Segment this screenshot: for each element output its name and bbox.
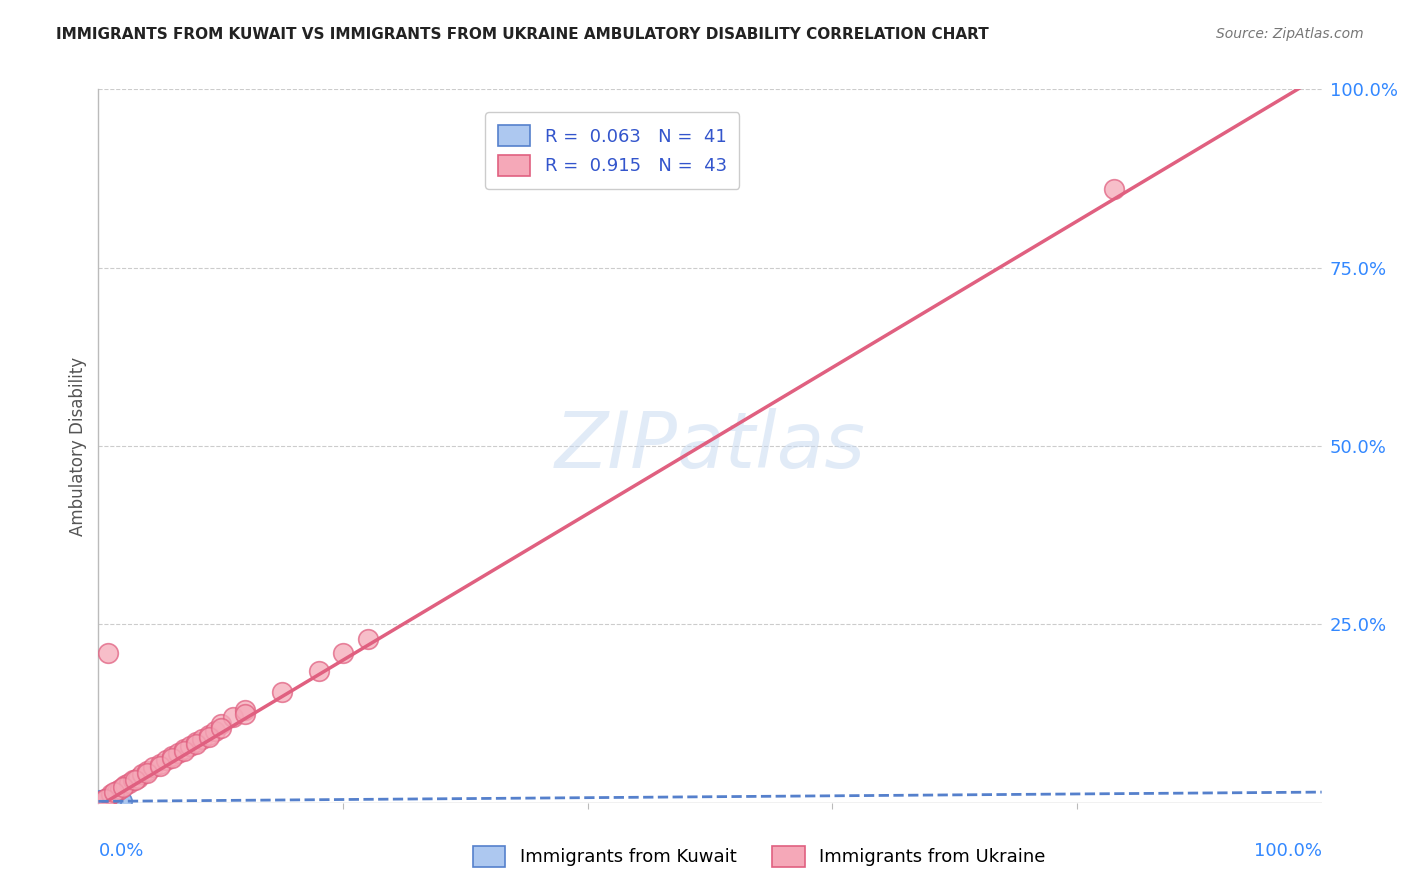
Point bbox=[91, 791, 114, 805]
Point bbox=[308, 664, 330, 678]
Point bbox=[89, 795, 111, 809]
Legend: R =  0.063   N =  41, R =  0.915   N =  43: R = 0.063 N = 41, R = 0.915 N = 43 bbox=[485, 112, 740, 188]
Point bbox=[108, 792, 131, 806]
Point bbox=[127, 771, 149, 785]
Text: Source: ZipAtlas.com: Source: ZipAtlas.com bbox=[1216, 27, 1364, 41]
Point bbox=[149, 756, 172, 771]
Point bbox=[173, 744, 195, 758]
Point bbox=[91, 794, 114, 808]
Point bbox=[107, 794, 129, 808]
Point bbox=[209, 721, 232, 735]
Point bbox=[149, 758, 172, 772]
Point bbox=[209, 717, 232, 731]
Point bbox=[93, 792, 115, 806]
Point bbox=[91, 794, 114, 808]
Point bbox=[233, 703, 256, 717]
Point bbox=[96, 794, 118, 808]
Point bbox=[197, 728, 219, 742]
Point bbox=[270, 685, 294, 699]
Point bbox=[136, 764, 159, 778]
Point bbox=[98, 794, 121, 808]
Point bbox=[110, 794, 132, 808]
Point bbox=[89, 792, 111, 806]
Point bbox=[104, 794, 127, 808]
Point bbox=[94, 794, 117, 808]
Point bbox=[173, 742, 195, 756]
Point bbox=[160, 751, 183, 765]
Point bbox=[101, 793, 124, 807]
Point bbox=[155, 753, 177, 767]
Point bbox=[136, 765, 159, 780]
Point bbox=[186, 737, 208, 751]
Point bbox=[97, 793, 120, 807]
Point bbox=[96, 792, 118, 806]
Point bbox=[197, 730, 219, 744]
Text: ZIPatlas: ZIPatlas bbox=[554, 408, 866, 484]
Point bbox=[191, 731, 214, 746]
Point bbox=[96, 794, 118, 808]
Point bbox=[103, 785, 125, 799]
Point bbox=[100, 794, 122, 808]
Point bbox=[91, 792, 114, 806]
Point bbox=[105, 784, 128, 798]
Point bbox=[101, 794, 124, 808]
Point bbox=[90, 794, 112, 808]
Point bbox=[233, 706, 256, 721]
Point bbox=[114, 778, 136, 792]
Point bbox=[160, 749, 183, 764]
Point bbox=[100, 787, 122, 801]
Point bbox=[131, 767, 153, 781]
Legend: Immigrants from Kuwait, Immigrants from Ukraine: Immigrants from Kuwait, Immigrants from … bbox=[465, 838, 1053, 874]
Point bbox=[179, 739, 201, 753]
Point bbox=[103, 792, 125, 806]
Text: IMMIGRANTS FROM KUWAIT VS IMMIGRANTS FROM UKRAINE AMBULATORY DISABILITY CORRELAT: IMMIGRANTS FROM KUWAIT VS IMMIGRANTS FRO… bbox=[56, 27, 988, 42]
Point bbox=[356, 632, 378, 646]
Text: 100.0%: 100.0% bbox=[1254, 842, 1322, 860]
Text: 0.0%: 0.0% bbox=[98, 842, 143, 860]
Point bbox=[142, 760, 165, 774]
Point bbox=[167, 746, 190, 760]
Point bbox=[1102, 182, 1125, 196]
Point bbox=[93, 790, 115, 805]
Point bbox=[121, 772, 143, 787]
Point bbox=[111, 793, 134, 807]
Point bbox=[97, 791, 120, 805]
Point bbox=[111, 794, 134, 808]
Point bbox=[105, 793, 128, 807]
Point bbox=[186, 735, 208, 749]
Point bbox=[110, 781, 132, 796]
Point bbox=[98, 795, 121, 809]
Point bbox=[94, 794, 117, 808]
Point bbox=[204, 724, 226, 739]
Point bbox=[90, 795, 112, 809]
Point bbox=[100, 794, 122, 808]
Point bbox=[101, 794, 124, 808]
Point bbox=[96, 790, 118, 805]
Point bbox=[332, 646, 354, 660]
Point bbox=[100, 792, 122, 806]
Point bbox=[124, 772, 146, 787]
Point bbox=[91, 793, 114, 807]
Point bbox=[89, 794, 111, 808]
Point bbox=[98, 793, 121, 807]
Point bbox=[97, 646, 120, 660]
Point bbox=[91, 794, 114, 808]
Point bbox=[90, 793, 112, 807]
Point bbox=[118, 776, 141, 790]
Y-axis label: Ambulatory Disability: Ambulatory Disability bbox=[69, 357, 87, 535]
Point bbox=[97, 794, 120, 808]
Point bbox=[94, 793, 117, 807]
Point bbox=[111, 780, 134, 794]
Point bbox=[91, 794, 114, 808]
Point bbox=[93, 794, 115, 808]
Point bbox=[93, 795, 115, 809]
Point bbox=[222, 710, 245, 724]
